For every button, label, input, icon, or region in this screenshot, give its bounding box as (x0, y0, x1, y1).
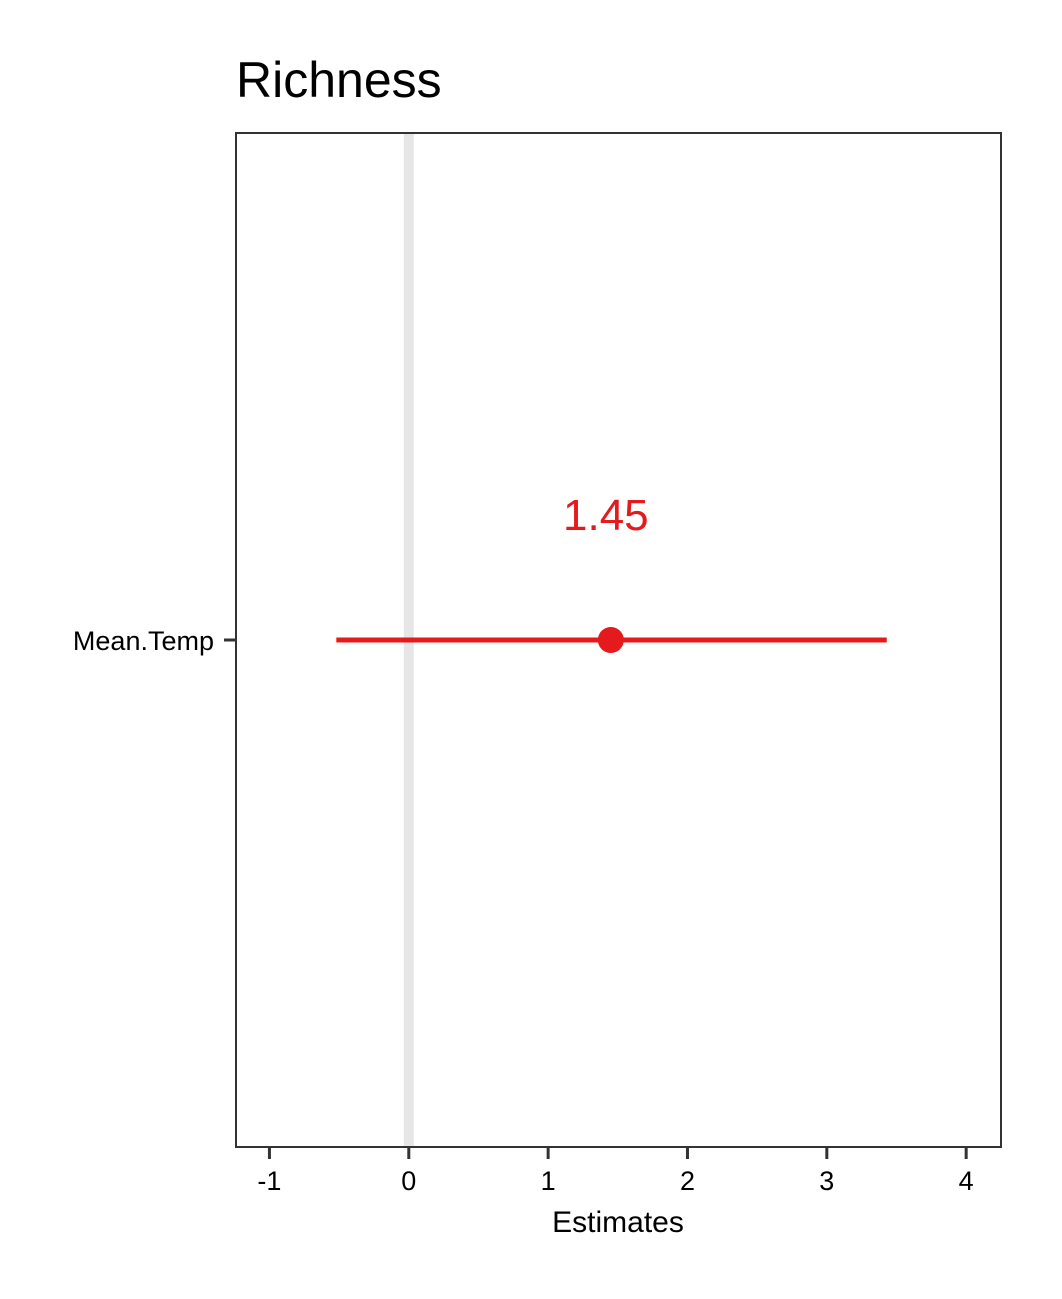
x-tick-label: 1 (541, 1166, 556, 1196)
x-tick-label: 4 (959, 1166, 974, 1196)
chart-title: Richness (236, 52, 442, 108)
estimate-label: 1.45 (563, 491, 649, 540)
y-tick-label: Mean.Temp (73, 626, 214, 656)
y-axis: Mean.Temp (73, 626, 236, 656)
x-tick-label: -1 (257, 1166, 281, 1196)
x-axis: -1 0 1 2 3 4 (257, 1147, 974, 1196)
x-axis-label: Estimates (552, 1206, 684, 1239)
x-tick-label: 0 (401, 1166, 416, 1196)
estimate-point (597, 627, 624, 653)
x-tick-label: 3 (819, 1166, 834, 1196)
estimate-marks: 1.45 (336, 491, 887, 653)
x-tick-label: 2 (680, 1166, 695, 1196)
